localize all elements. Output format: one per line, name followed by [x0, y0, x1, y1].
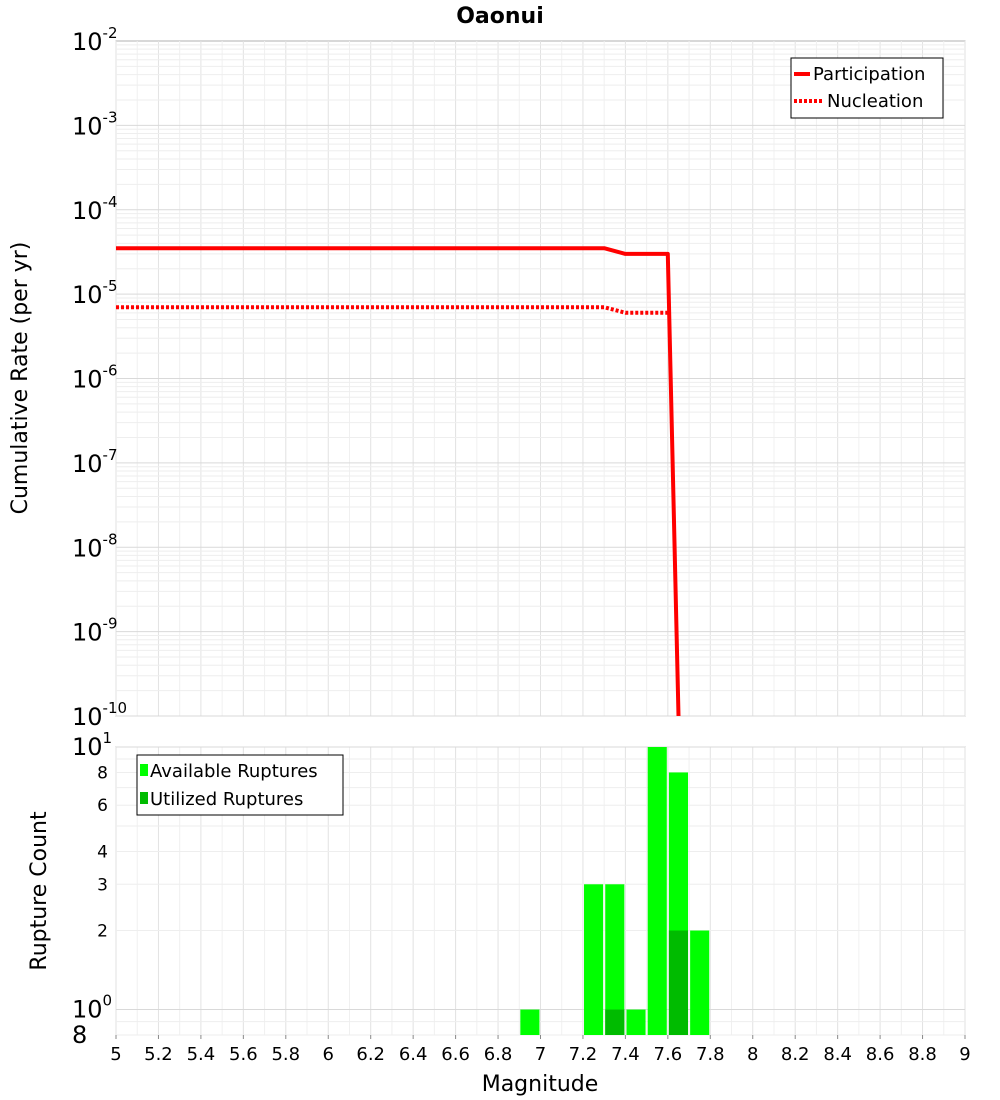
x-tick-label: 9: [959, 1044, 970, 1065]
x-tick-label: 8.2: [781, 1044, 810, 1065]
x-tick-label: 6.8: [484, 1044, 513, 1065]
x-axis-label: Magnitude: [482, 1072, 599, 1097]
chart-title: Oaonui: [456, 4, 544, 29]
y-tick-label: 2: [97, 922, 108, 942]
utilized-legend-swatch: [140, 792, 148, 804]
utilized-bar: [668, 930, 689, 1035]
x-tick-label: 6.4: [399, 1044, 428, 1065]
x-tick-label: 8.8: [908, 1044, 937, 1065]
rate-legend: Participation Nucleation: [790, 57, 944, 119]
x-tick-label: 7.8: [696, 1044, 725, 1065]
x-tick-label: 5.4: [187, 1044, 216, 1065]
x-tick-label: 5.6: [229, 1044, 258, 1065]
x-tick-label: 5.2: [144, 1044, 173, 1065]
nucleation-line: [116, 305, 668, 315]
available-bar: [690, 930, 710, 1035]
y-tick-label: 10-3: [72, 108, 118, 140]
x-tick-label: 8.4: [823, 1044, 852, 1065]
available-legend-swatch: [140, 764, 148, 776]
y-tick-label: 10-9: [72, 615, 118, 647]
participation-legend-label: Participation: [813, 64, 925, 85]
utilized-legend-label: Utilized Ruptures: [150, 789, 303, 810]
rupture-legend-box: [136, 754, 344, 816]
available-bar: [605, 884, 625, 1035]
available-bar: [626, 1009, 646, 1035]
y-axis-label-count: Rupture Count: [27, 811, 52, 971]
rate-plot-y-ticks: 10-2 10-3 10-4 10-5 10-6 10-7 10-8 10-9 10-10: [72, 24, 127, 731]
rate-plot-panel: 10-2 10-3 10-4 10-5 10-6 10-7 10-8 10-9 10-10 Cu…: [8, 24, 966, 731]
y-tick-label: 10-4: [72, 193, 118, 225]
nucleation-legend-label: Nucleation: [827, 91, 923, 112]
y-tick-label: 3: [97, 875, 108, 895]
y-tick-label: 10-6: [72, 362, 118, 394]
y-tick-label: 8: [72, 1021, 87, 1049]
y-tick-label: 8: [97, 763, 108, 783]
x-tick-label: 7.6: [654, 1044, 683, 1065]
x-tick-label: 7: [535, 1044, 546, 1065]
y-tick-label: 100: [72, 992, 112, 1024]
rate-plot-grid: [115, 41, 966, 717]
x-tick-label: 5.8: [271, 1044, 300, 1065]
x-tick-label: 7.2: [569, 1044, 598, 1065]
y-tick-label: 4: [97, 842, 108, 862]
y-tick-label: 10-8: [72, 530, 118, 562]
available-bar: [647, 747, 667, 1035]
x-tick-label: 8: [747, 1044, 758, 1065]
y-tick-label: 10-5: [72, 277, 118, 309]
rate-plot-series: [116, 246, 681, 717]
magnitude-x-ticks: 5 5.2 5.4 5.6 5.8 6 6.2 6.4 6.6 6.8 7 7.2 7.4 7.6 7.8 8…: [110, 1035, 971, 1065]
rate-legend-box: [790, 57, 944, 119]
available-bar: [520, 1009, 540, 1035]
y-tick-label: 101: [72, 729, 112, 761]
available-bar: [584, 884, 604, 1035]
x-tick-label: 6.6: [441, 1044, 470, 1065]
participation-line: [116, 246, 681, 717]
rupture-count-bars: [520, 747, 710, 1035]
y-tick-label: 10-10: [72, 699, 127, 731]
y-tick-label: 6: [97, 796, 108, 816]
y-tick-label: 10-7: [72, 446, 118, 478]
x-tick-label: 5: [110, 1044, 121, 1065]
x-tick-label: 6: [323, 1044, 334, 1065]
available-legend-label: Available Ruptures: [150, 761, 318, 782]
utilized-bar: [605, 1009, 625, 1035]
x-tick-label: 6.2: [356, 1044, 385, 1065]
y-tick-label: 10-2: [72, 24, 118, 56]
x-tick-label: 8.6: [866, 1044, 895, 1065]
rupture-legend: Available Ruptures Utilized Ruptures: [136, 754, 344, 816]
y-axis-label-rate: Cumulative Rate (per yr): [8, 242, 33, 515]
x-tick-label: 7.4: [611, 1044, 640, 1065]
